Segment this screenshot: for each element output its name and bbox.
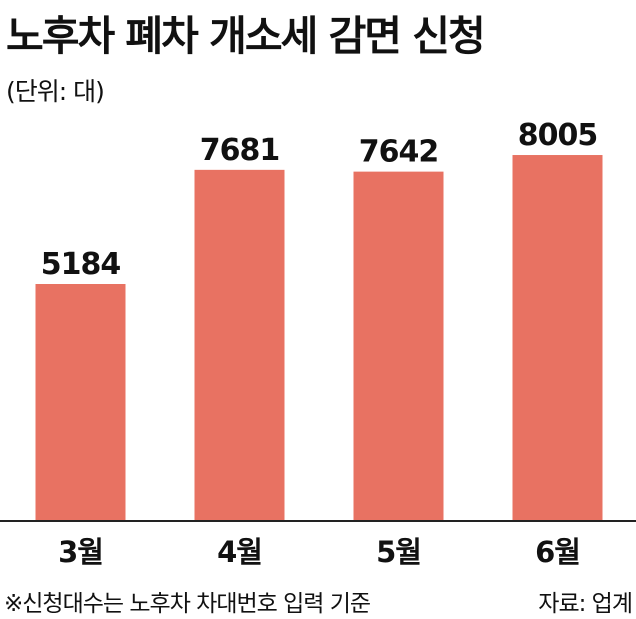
value-label-2: 7681 (200, 133, 280, 168)
bar-4 (512, 155, 603, 521)
bars-group: 5184 3월 7681 4월 7642 5월 8005 6월 (35, 118, 603, 569)
value-label-1: 5184 (41, 247, 121, 282)
category-label-3: 5월 (376, 535, 421, 569)
category-label-1: 3월 (58, 535, 103, 569)
category-label-2: 4월 (217, 535, 262, 569)
value-label-4: 8005 (518, 118, 598, 153)
bar-1 (35, 284, 126, 521)
bar-2 (194, 169, 285, 521)
unit-label: (단위: 대) (6, 77, 105, 106)
source-label: 자료: 업계 (538, 591, 633, 617)
bar-3 (353, 171, 444, 521)
value-label-3: 7642 (359, 135, 439, 170)
chart-title: 노후차 폐차 개소세 감면 신청 (6, 12, 486, 60)
category-label-4: 6월 (535, 535, 580, 569)
footnote: ※신청대수는 노후차 차대번호 입력 기준 (4, 591, 371, 617)
